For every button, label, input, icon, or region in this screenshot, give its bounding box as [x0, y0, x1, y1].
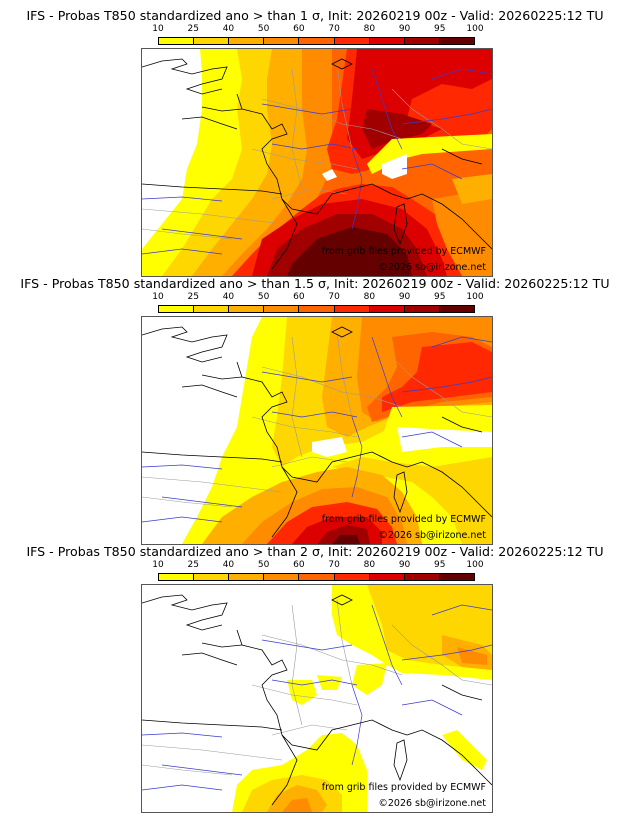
- colorbar-tick-label: 50: [257, 292, 270, 302]
- credit-copyright: ©2026 sb@irizone.net: [378, 262, 486, 273]
- colorbar-segment: [229, 38, 265, 44]
- colorbar-segment: [264, 306, 300, 312]
- colorbar-segment: [299, 38, 335, 44]
- credit-copyright: ©2026 sb@irizone.net: [378, 530, 486, 541]
- colorbar-tick-label: 40: [222, 292, 235, 302]
- colorbar-segment: [334, 574, 370, 580]
- probability-map: from grib files provided by ECMWF ©2026 …: [141, 316, 493, 545]
- colorbar-tick-label: 10: [152, 560, 164, 570]
- panel-title: IFS - Probas T850 standardized ano > tha…: [26, 8, 604, 23]
- colorbar: [158, 37, 475, 45]
- rivers: [142, 68, 492, 255]
- colorbar-tick-label: 40: [222, 560, 235, 570]
- colorbar-segment: [404, 38, 440, 44]
- panel-title: IFS - Probas T850 standardized ano > tha…: [20, 276, 610, 291]
- colorbar-tick-label: 90: [398, 24, 411, 34]
- colorbar-tick-label: 70: [328, 24, 340, 34]
- colorbar-segment: [404, 306, 440, 312]
- colorbar-labels: 10 25 40 50 60 70 80 90 95 100: [148, 292, 488, 303]
- colorbar-tick-label: 40: [222, 24, 235, 34]
- colorbar-segment: [229, 306, 265, 312]
- coastlines: [142, 58, 492, 270]
- colorbar: [158, 305, 475, 313]
- probability-fill: [232, 585, 492, 812]
- colorbar-tick-label: 50: [257, 560, 270, 570]
- credit-source: from grib files provided by ECMWF: [321, 246, 486, 257]
- colorbar-segment: [264, 38, 300, 44]
- colorbar-tick-label: 50: [257, 24, 270, 34]
- panel-1sigma: IFS - Probas T850 standardized ano > tha…: [0, 8, 630, 277]
- colorbar-segment: [194, 574, 230, 580]
- colorbar-tick-label: 95: [434, 292, 446, 302]
- rivers: [142, 336, 492, 523]
- colorbar-segment: [439, 574, 474, 580]
- colorbar-tick-label: 10: [152, 292, 164, 302]
- colorbar-labels: 10 25 40 50 60 70 80 90 95 100: [148, 560, 488, 571]
- colorbar-segment: [439, 38, 474, 44]
- colorbar-tick-label: 60: [293, 560, 305, 570]
- colorbar-tick-label: 25: [187, 24, 199, 34]
- colorbar-labels: 10 25 40 50 60 70 80 90 95 100: [148, 24, 488, 35]
- colorbar-segment: [299, 306, 335, 312]
- colorbar-segment: [194, 38, 230, 44]
- colorbar-segment: [334, 306, 370, 312]
- colorbar-tick-label: 95: [434, 560, 446, 570]
- credit-copyright: ©2026 sb@irizone.net: [378, 798, 486, 809]
- coastlines: [142, 594, 492, 806]
- colorbar-segment: [439, 306, 474, 312]
- colorbar-segment: [159, 574, 195, 580]
- probability-map: from grib files provided by ECMWF ©2026 …: [141, 584, 493, 813]
- colorbar-segment: [159, 306, 195, 312]
- colorbar-tick-label: 80: [363, 560, 376, 570]
- colorbar-tick-label: 80: [363, 292, 376, 302]
- colorbar-tick-label: 90: [398, 560, 411, 570]
- country-borders: [142, 599, 492, 776]
- colorbar-segment: [194, 306, 230, 312]
- colorbar-tick-label: 90: [398, 292, 411, 302]
- country-borders: [142, 331, 492, 508]
- colorbar-segment: [264, 574, 300, 580]
- credit-source: from grib files provided by ECMWF: [321, 514, 486, 525]
- colorbar-tick-label: 60: [293, 24, 305, 34]
- colorbar-segment: [369, 306, 405, 312]
- colorbar-tick-label: 100: [466, 292, 484, 302]
- colorbar-segment: [404, 574, 440, 580]
- colorbar-tick-label: 10: [152, 24, 164, 34]
- colorbar-tick-label: 80: [363, 24, 376, 34]
- colorbar-tick-label: 70: [328, 292, 340, 302]
- map-svg: [142, 317, 492, 544]
- probability-map: from grib files provided by ECMWF ©2026 …: [141, 48, 493, 277]
- panel-2sigma: IFS - Probas T850 standardized ano > tha…: [0, 544, 630, 813]
- colorbar-tick-label: 25: [187, 292, 199, 302]
- colorbar-tick-label: 60: [293, 292, 305, 302]
- panel-1-5sigma: IFS - Probas T850 standardized ano > tha…: [0, 276, 630, 545]
- colorbar-segment: [369, 574, 405, 580]
- colorbar-tick-label: 100: [466, 24, 484, 34]
- coastlines: [142, 326, 492, 538]
- probability-fill: [182, 317, 492, 544]
- colorbar-segment: [299, 574, 335, 580]
- rivers: [142, 604, 492, 791]
- colorbar-segment: [159, 38, 195, 44]
- colorbar-segment: [334, 38, 370, 44]
- country-borders: [142, 63, 492, 240]
- colorbar-tick-label: 95: [434, 24, 446, 34]
- colorbar: [158, 573, 475, 581]
- probability-fill: [142, 49, 492, 276]
- colorbar-segment: [229, 574, 265, 580]
- map-svg: [142, 49, 492, 276]
- colorbar-tick-label: 70: [328, 560, 340, 570]
- panel-title: IFS - Probas T850 standardized ano > tha…: [26, 544, 604, 559]
- colorbar-tick-label: 25: [187, 560, 199, 570]
- colorbar-tick-label: 100: [466, 560, 484, 570]
- colorbar-segment: [369, 38, 405, 44]
- credit-source: from grib files provided by ECMWF: [321, 782, 486, 793]
- map-svg: [142, 585, 492, 812]
